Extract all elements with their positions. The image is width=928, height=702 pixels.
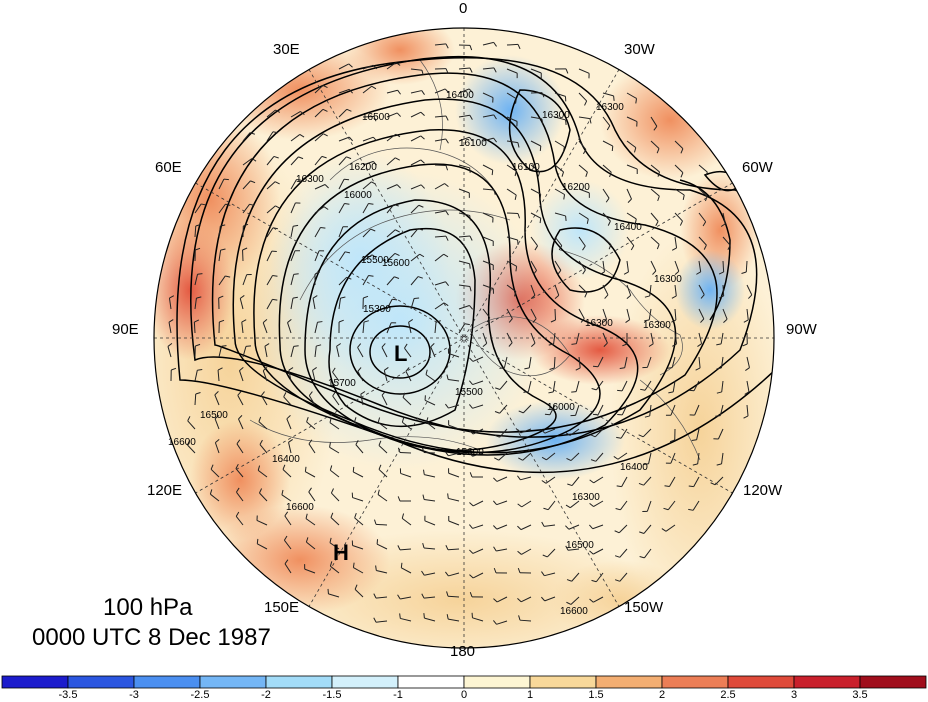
contour-label: 16500 (566, 540, 594, 551)
lon-label-60e: 60E (155, 159, 182, 176)
contour-label: 15500 (361, 255, 389, 266)
lon-label-30w: 30W (624, 41, 655, 58)
anomaly-shading (154, 28, 774, 648)
contour-label: 16600 (168, 437, 196, 448)
high-pressure-marker: H (333, 540, 349, 565)
lon-label-90e: 90E (112, 321, 139, 338)
contour-label: 15500 (455, 387, 483, 398)
contour-label: 16400 (620, 462, 648, 473)
contour-label: 16400 (614, 222, 642, 233)
colorbar-tick-label: 2.5 (720, 689, 736, 701)
contour-label: 16100 (512, 162, 540, 173)
lon-label-90w: 90W (786, 321, 817, 338)
contour-label: 16500 (200, 410, 228, 421)
contour-label: 16300 (585, 318, 613, 329)
colorbar-swatch (463, 675, 531, 689)
contour-label: 16000 (344, 190, 372, 201)
contour-label: 16200 (349, 162, 377, 173)
contour-labels: 15300 15600 15700 15600 15500 16000 1620… (168, 90, 682, 617)
contour-label: 16400 (272, 454, 300, 465)
colorbar-swatch (133, 675, 201, 689)
colorbar-swatch (595, 675, 663, 689)
colorbar-swatch (727, 675, 795, 689)
contour-label: 15300 (363, 304, 391, 315)
wind-barbs (167, 41, 753, 625)
lon-label-120e: 120E (147, 482, 183, 499)
low-pressure-marker: L (394, 341, 407, 366)
colorbar-tick-label: 1.5 (588, 689, 604, 701)
colorbar-tick-label: 3 (790, 689, 798, 701)
lon-label-150w: 150W (624, 599, 664, 616)
colorbar-tick-label: -3 (129, 689, 139, 701)
colorbar-tick-label: -3.5 (58, 689, 78, 701)
contour-label: 15600 (456, 447, 484, 458)
contour-label: 16300 (572, 492, 600, 503)
colorbar-swatch (661, 675, 729, 689)
colorbar-swatch (199, 675, 267, 689)
contour-label: 15600 (382, 258, 410, 269)
colorbar-tick-label: 0 (460, 689, 468, 701)
colorbar-tick-label: 3.5 (852, 689, 868, 701)
pressure-level-title: 100 hPa (103, 594, 193, 621)
lon-label-30e: 30E (273, 41, 300, 58)
colorbar-swatch (397, 675, 465, 689)
colorbar-tick-label: -2.5 (190, 689, 210, 701)
lon-label-180: 180 (450, 643, 476, 660)
contour-label: 16400 (446, 90, 474, 101)
contour-label: 16300 (596, 102, 624, 113)
contour-label: 16300 (654, 274, 682, 285)
contour-label: 16600 (560, 606, 588, 617)
lon-label-0: 0 (459, 0, 468, 17)
lon-label-120w: 120W (743, 482, 783, 499)
colorbar-swatch (529, 675, 597, 689)
contour-label: 16500 (362, 112, 390, 123)
contour-label: 16300 (296, 174, 324, 185)
contour-label: 16600 (286, 502, 314, 513)
colorbar-swatch (331, 675, 399, 689)
colorbar-tick-label: -1.5 (322, 689, 342, 701)
colorbar (1, 675, 927, 689)
lon-label-60w: 60W (742, 159, 773, 176)
colorbar-tick-label: 2 (658, 689, 666, 701)
colorbar-tick-label: -2 (261, 689, 271, 701)
contour-label: 16000 (547, 402, 575, 413)
graticule (154, 28, 774, 648)
colorbar-tick-label: -1 (393, 689, 403, 701)
contour-label: 16300 (643, 320, 671, 331)
colorbar-tick-label: 1 (526, 689, 534, 701)
map-boundary (153, 27, 775, 649)
contour-label: 16200 (562, 182, 590, 193)
contour-label: 16100 (459, 138, 487, 149)
lon-label-150e: 150E (264, 599, 300, 616)
colorbar-swatch (265, 675, 333, 689)
colorbar-swatch (859, 675, 927, 689)
colorbar-swatch (793, 675, 861, 689)
colorbar-swatch (1, 675, 69, 689)
contour-label: 15700 (328, 378, 356, 389)
height-contours (176, 56, 774, 474)
contour-label: 16300 (542, 110, 570, 121)
colorbar-swatch (67, 675, 135, 689)
datetime-title: 0000 UTC 8 Dec 1987 (32, 624, 271, 651)
